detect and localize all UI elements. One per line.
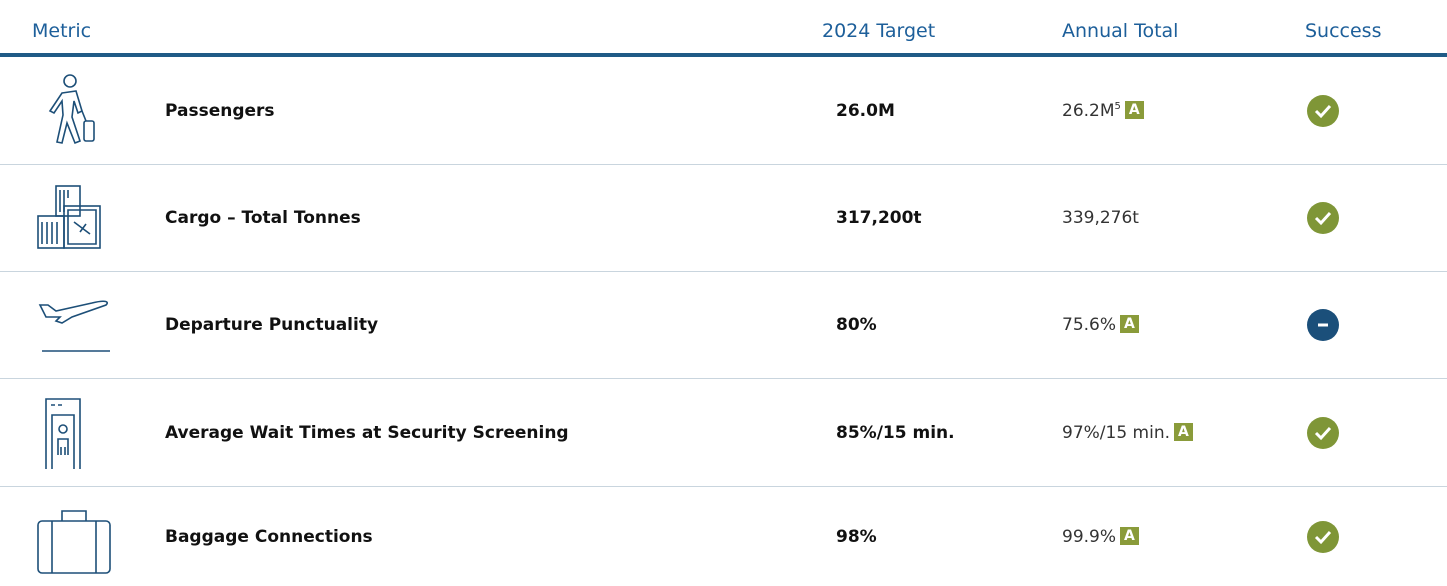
success-partial xyxy=(1307,309,1339,341)
metric: Baggage Connections xyxy=(165,526,373,547)
row: Departure Punctuality 80% 75.6% A xyxy=(0,272,1447,379)
total-value: 97%/15 min. xyxy=(1062,423,1171,443)
badge: A xyxy=(1124,101,1144,119)
total: 99.9% A xyxy=(1062,526,1139,547)
badge: A xyxy=(1120,315,1139,333)
row: Baggage Connections 98% 99.9% A xyxy=(0,487,1447,586)
total: 97%/15 min. A xyxy=(1062,423,1193,443)
cargo-icon xyxy=(37,185,101,249)
total: 339,276t xyxy=(1062,208,1139,228)
badge: A xyxy=(1120,526,1139,545)
security-icon xyxy=(45,398,81,469)
metric: Departure Punctuality xyxy=(165,315,379,335)
total-value: 75.6% xyxy=(1062,315,1117,335)
header-cell: Success xyxy=(1305,20,1382,42)
target: 317,200t xyxy=(836,208,922,228)
baggage-icon xyxy=(37,509,111,574)
target: 98% xyxy=(836,526,877,547)
success-check xyxy=(1307,202,1339,234)
success-check xyxy=(1307,417,1339,449)
metric: Passengers xyxy=(165,101,275,121)
row: Average Wait Times at Security Screening… xyxy=(0,380,1447,487)
metric: Average Wait Times at Security Screening xyxy=(165,423,569,443)
target: 80% xyxy=(836,315,877,335)
footnote: 5 xyxy=(1114,101,1121,112)
total-value: 99.9% xyxy=(1062,526,1117,547)
header-cell: 2024 Target xyxy=(822,20,936,42)
total-value: 339,276t xyxy=(1062,208,1139,228)
target: 26.0M xyxy=(836,101,895,121)
total-value: 26.2M xyxy=(1062,101,1115,121)
header-cell: Metric xyxy=(32,20,92,42)
success-check xyxy=(1307,95,1339,127)
target: 85%/15 min. xyxy=(836,423,955,443)
badge: A xyxy=(1174,423,1193,441)
total: 26.2M5 A xyxy=(1062,101,1144,121)
header: Metric 2024 Target Annual Total Success xyxy=(0,0,1447,57)
passenger-icon xyxy=(48,74,95,145)
plane-icon xyxy=(38,300,110,352)
header-cell: Annual Total xyxy=(1062,20,1179,42)
metric: Cargo – Total Tonnes xyxy=(165,208,361,228)
success-check xyxy=(1307,520,1339,553)
row: Cargo – Total Tonnes 317,200t 339,276t xyxy=(0,165,1447,272)
row: Passengers 26.0M 26.2M5 A xyxy=(0,58,1447,165)
total: 75.6% A xyxy=(1062,315,1139,335)
